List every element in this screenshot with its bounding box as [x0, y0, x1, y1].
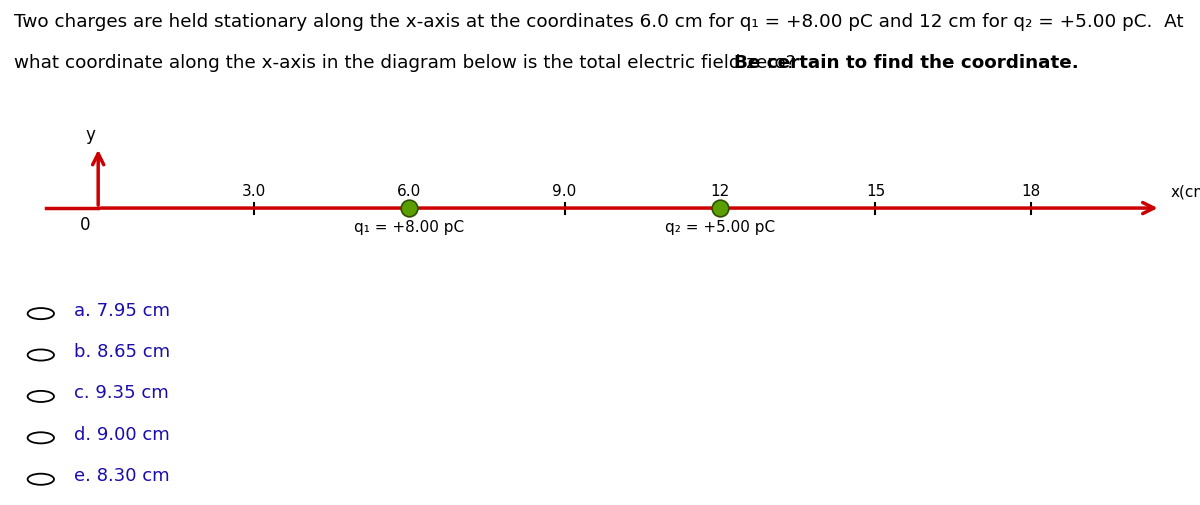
Text: c. 9.35 cm: c. 9.35 cm — [74, 384, 169, 402]
Text: 3.0: 3.0 — [241, 184, 265, 199]
Text: what coordinate along the x-axis in the diagram below is the total electric fiel: what coordinate along the x-axis in the … — [14, 54, 802, 72]
Text: x(cm): x(cm) — [1171, 184, 1200, 199]
Text: q₂ = +5.00 pC: q₂ = +5.00 pC — [665, 220, 775, 235]
Text: 15: 15 — [866, 184, 886, 199]
Text: 0: 0 — [80, 216, 90, 234]
Text: q₁ = +8.00 pC: q₁ = +8.00 pC — [354, 220, 464, 235]
Text: 9.0: 9.0 — [552, 184, 577, 199]
Text: e. 8.30 cm: e. 8.30 cm — [74, 467, 170, 485]
Text: 6.0: 6.0 — [397, 184, 421, 199]
Text: Two charges are held stationary along the x-axis at the coordinates 6.0 cm for q: Two charges are held stationary along th… — [14, 13, 1184, 31]
Text: 18: 18 — [1021, 184, 1040, 199]
Text: 12: 12 — [710, 184, 730, 199]
Text: d. 9.00 cm: d. 9.00 cm — [74, 426, 170, 444]
Text: b. 8.65 cm: b. 8.65 cm — [74, 343, 170, 361]
Text: Be certain to find the coordinate.: Be certain to find the coordinate. — [734, 54, 1079, 72]
Text: y: y — [85, 126, 96, 144]
Text: a. 7.95 cm: a. 7.95 cm — [74, 301, 170, 320]
